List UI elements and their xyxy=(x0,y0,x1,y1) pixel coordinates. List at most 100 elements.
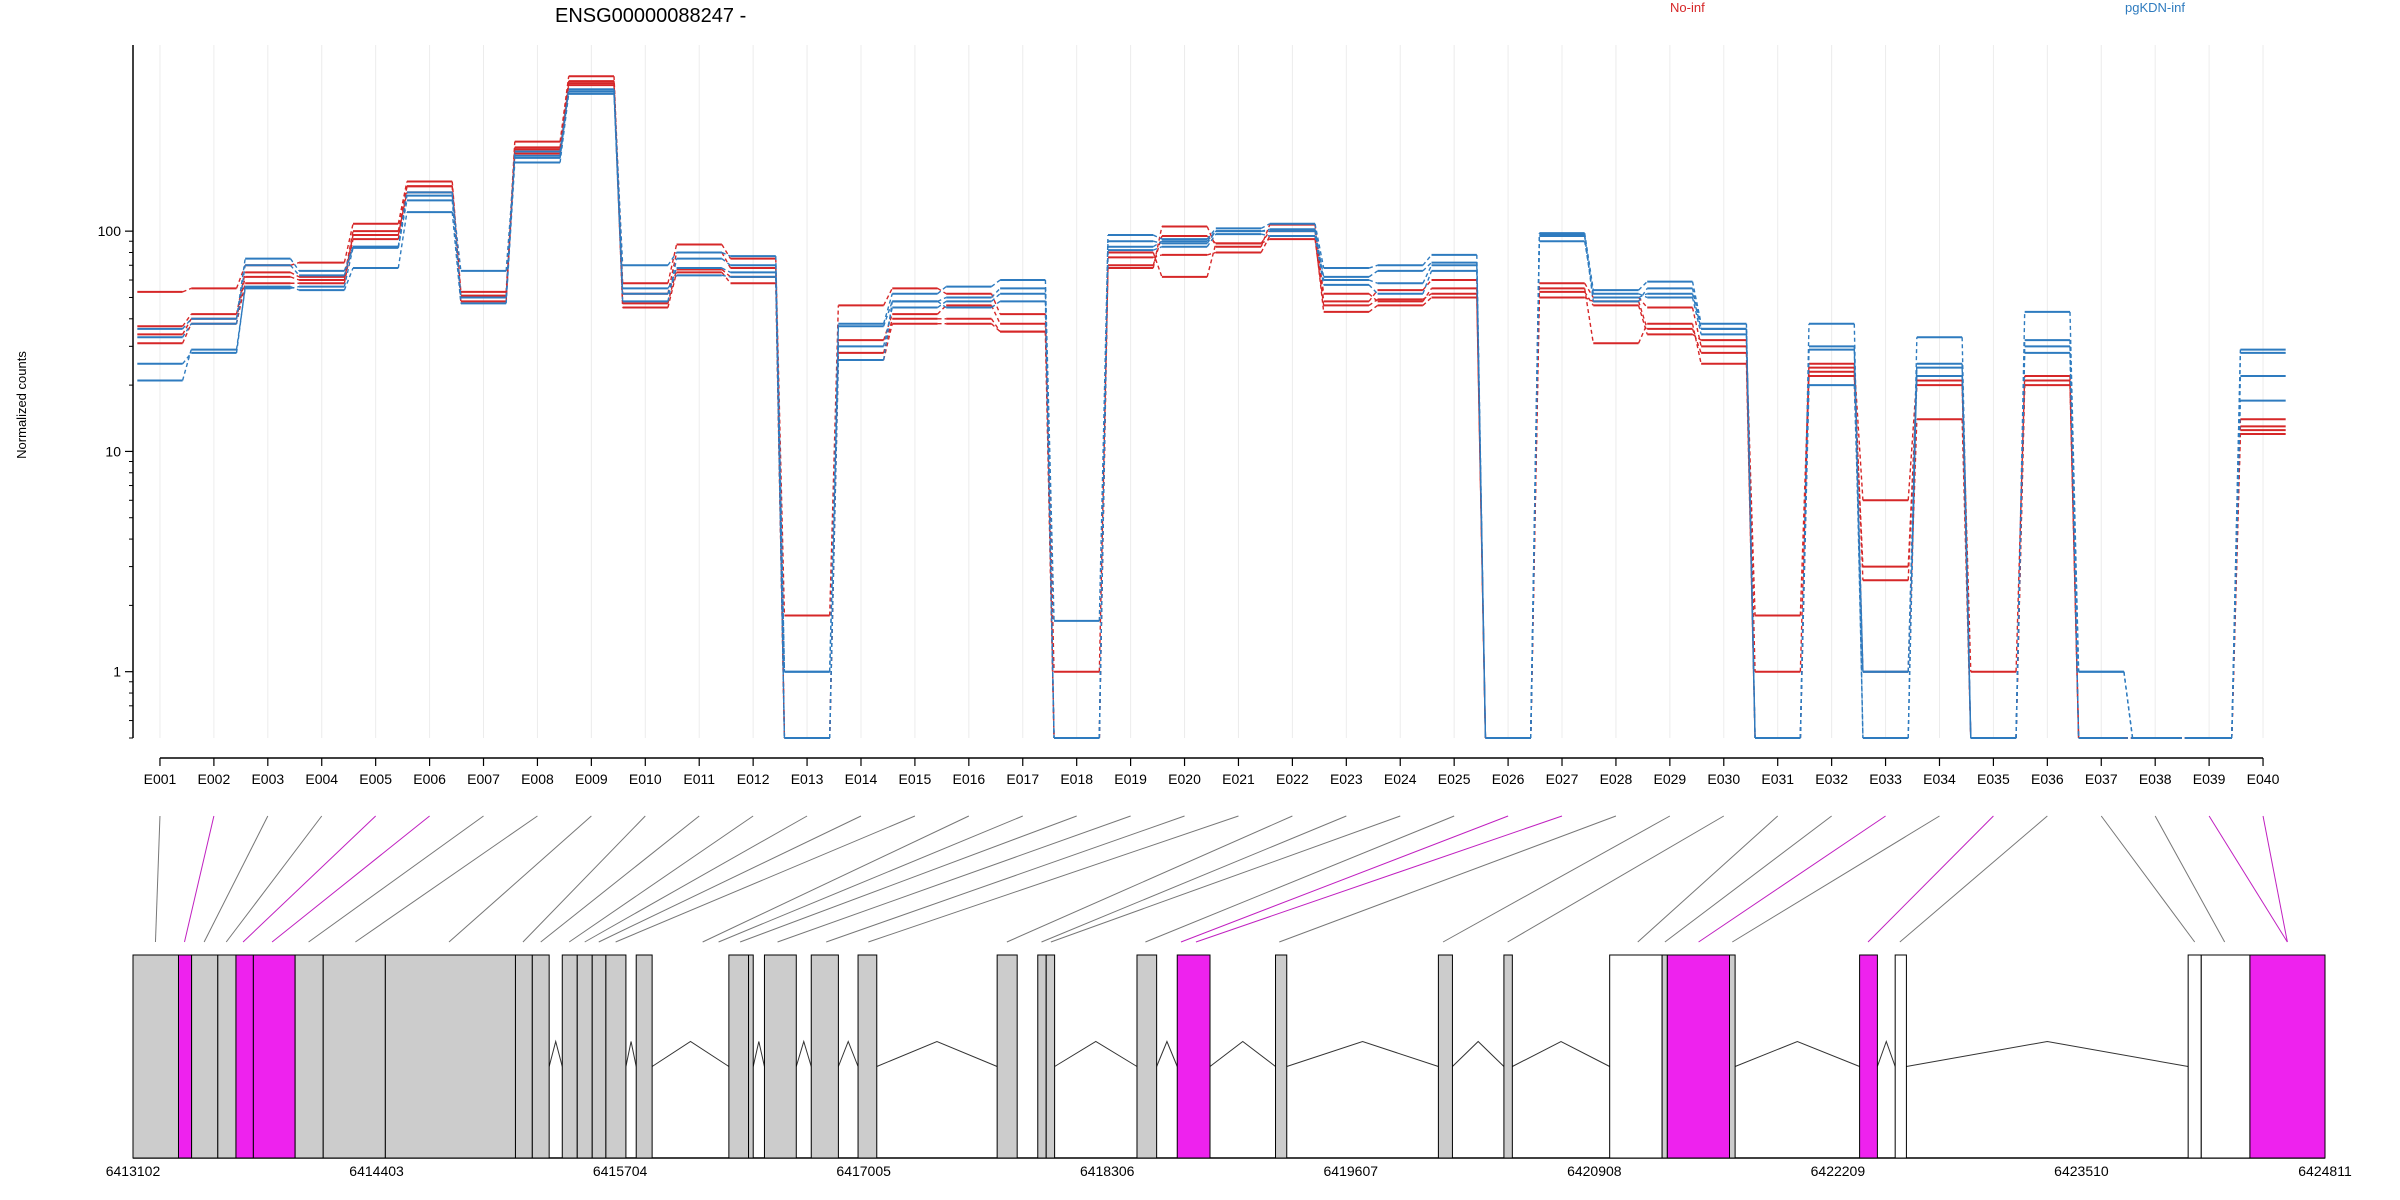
exon-block-e031 xyxy=(1661,954,1668,1159)
data-connector xyxy=(1638,293,1648,299)
x-tick-label: E036 xyxy=(2031,771,2064,787)
exon-block-e032 xyxy=(1666,954,1730,1159)
data-connector xyxy=(1152,252,1163,278)
connector-e003 xyxy=(203,815,269,943)
exon-block-e027 xyxy=(1275,954,1288,1159)
data-connector xyxy=(235,258,246,319)
data-connector xyxy=(1422,262,1433,272)
exon-connectors xyxy=(154,815,2288,943)
data-connector xyxy=(1853,346,1864,672)
data-connector xyxy=(181,323,192,344)
exon-block-e033 xyxy=(1728,954,1736,1159)
exon-block-e023 xyxy=(1037,954,1047,1159)
data-connector xyxy=(1530,235,1541,739)
data-connector xyxy=(1368,304,1379,313)
data-connector xyxy=(2069,352,2080,739)
x-tick-label: E009 xyxy=(575,771,608,787)
x-tick-label: E005 xyxy=(359,771,392,787)
data-connector xyxy=(1098,235,1109,621)
x-tick-label: E011 xyxy=(683,771,715,787)
data-connector xyxy=(182,323,192,338)
x-tick-label: E021 xyxy=(1222,771,1255,787)
connector-e036 xyxy=(1899,815,2048,943)
data-connector xyxy=(1907,363,1918,672)
chart-title: ENSG00000088247 - xyxy=(555,5,746,27)
x-tick-label: E015 xyxy=(899,771,932,787)
connector-e014 xyxy=(598,815,862,943)
x-tick-label: E019 xyxy=(1114,771,1147,787)
connector-e034 xyxy=(1732,815,1940,943)
exon-block-e019 xyxy=(763,954,797,1159)
x-tick-label: E008 xyxy=(521,771,554,787)
connector-e020 xyxy=(826,815,1185,943)
data-connector xyxy=(991,279,1001,288)
data-connector xyxy=(2069,311,2080,672)
intron xyxy=(1452,1040,1505,1067)
data-connector xyxy=(1152,234,1163,240)
data-connector xyxy=(290,276,300,281)
data-connector xyxy=(1745,323,1756,739)
connector-e015 xyxy=(615,815,916,943)
data-connector xyxy=(1691,328,1702,354)
data-connector xyxy=(1206,230,1217,244)
connector-e011 xyxy=(540,815,700,943)
genomic-tick-label: 6415704 xyxy=(593,1163,648,1179)
data-connector xyxy=(937,300,947,309)
data-connector xyxy=(990,318,1001,332)
exon-block-e010 xyxy=(514,954,533,1159)
data-connector xyxy=(397,212,408,269)
exon-block-e036 xyxy=(2187,954,2202,1159)
data-connector xyxy=(1368,284,1379,295)
connector-e019 xyxy=(777,815,1131,943)
data-connector xyxy=(1368,289,1379,302)
exon-block-e025 xyxy=(1136,954,1158,1159)
x-tick-label: E030 xyxy=(1707,771,1740,787)
data-connector xyxy=(1314,223,1325,269)
connector-e021 xyxy=(868,815,1239,943)
data-connector xyxy=(2123,671,2134,739)
exon-block-e012 xyxy=(561,954,578,1159)
data-connector xyxy=(182,318,192,330)
data-connector xyxy=(182,352,192,365)
data-connector xyxy=(937,296,947,303)
data-connector xyxy=(1260,228,1270,232)
data-connector xyxy=(1368,279,1378,284)
data-connector xyxy=(721,274,731,278)
data-connector xyxy=(1907,380,1918,581)
exon-block-e005 xyxy=(235,954,254,1159)
connector-e040 xyxy=(2262,815,2288,943)
data-connector xyxy=(559,76,570,142)
data-connector xyxy=(397,192,408,247)
data-connector xyxy=(882,307,893,347)
x-tick-label: E033 xyxy=(1869,771,1902,787)
connector-e033 xyxy=(1698,815,1886,943)
x-tick-label: E017 xyxy=(1006,771,1039,787)
connector-e029 xyxy=(1442,815,1671,943)
connector-e038 xyxy=(2154,815,2226,943)
genomic-tick-label: 6417005 xyxy=(836,1163,891,1179)
data-connector xyxy=(990,305,1001,325)
data-connector xyxy=(721,251,731,257)
x-axis: E001 E002 E003 E004 E005 E006 E007 E008 E009 E010… xyxy=(144,757,2280,787)
data-connector xyxy=(1098,246,1109,739)
x-tick-label: E028 xyxy=(1600,771,1633,787)
x-tick-label: E029 xyxy=(1654,771,1687,787)
genomic-axis: 6413102 6414403 6415704 6417005 6418306 64196… xyxy=(106,1163,2352,1179)
data-connector xyxy=(1153,254,1163,259)
exon-block-e004 xyxy=(217,954,237,1159)
exon-block-e003 xyxy=(191,954,219,1159)
data-connector xyxy=(1799,349,1810,739)
exon-block-e007 xyxy=(294,954,324,1159)
intron xyxy=(1876,1040,1896,1067)
intron xyxy=(1906,1040,2189,1067)
data-connector xyxy=(937,300,947,309)
connector-e006 xyxy=(271,815,430,943)
genomic-tick-label: 6422209 xyxy=(1811,1163,1866,1179)
y-axis-label: Normalized counts xyxy=(14,351,29,459)
connector-e024 xyxy=(1050,815,1401,943)
data-connector xyxy=(1637,305,1648,335)
intron xyxy=(1156,1040,1178,1067)
exon-block-e034 xyxy=(1859,954,1878,1159)
x-tick-label: E024 xyxy=(1384,771,1417,787)
intron xyxy=(625,1041,637,1067)
